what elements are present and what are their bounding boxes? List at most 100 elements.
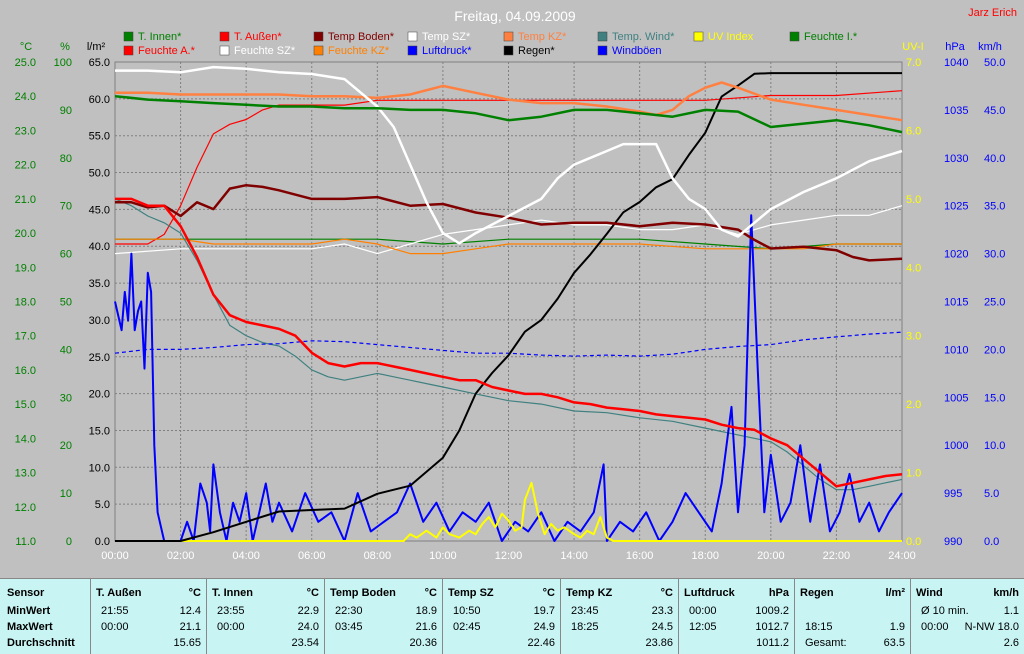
min-time: 23:55 [217,605,245,617]
rain-tick-label: 5.0 [95,499,110,511]
column-title: Luftdruck [684,587,735,599]
series-line-feuchte-kz [115,238,902,255]
legend-label: T. Innen* [138,31,182,43]
legend-label: Temp. Wind* [612,31,675,43]
temp-tick-label: 11.0 [15,536,36,548]
column-unit: °C [424,587,437,599]
wind-tick-label: 25.0 [984,297,1005,309]
uv-tick-label: 7.0 [906,57,921,69]
press-tick-label: 1040 [944,57,968,69]
temp-unit-label: °C [20,41,32,53]
legend-label: Feuchte I.* [804,31,858,43]
stats-column: Temp KZ °C 23:45 23.3 18:25 24.5 23.86 [560,579,678,654]
rain-tick-label: 25.0 [89,352,110,364]
wind-tick-label: 35.0 [984,201,1005,213]
legend-swatch [503,31,514,42]
time-tick-label: 14:00 [560,550,588,562]
uv-tick-label: 2.0 [906,399,921,411]
temp-tick-label: 13.0 [15,468,36,480]
press-tick-label: 1015 [944,297,968,309]
column-title: T. Innen [212,587,253,599]
temp-tick-label: 15.0 [15,399,36,411]
rain-unit-label: l/m² [87,41,106,53]
time-tick-label: 06:00 [298,550,326,562]
row-label-min: MinWert [7,605,51,617]
temp-tick-label: 14.0 [15,433,36,445]
time-tick-label: 16:00 [626,550,654,562]
max-time: 00:00 [217,621,245,633]
legend-label: Feuchte KZ* [328,45,390,57]
temp-tick-label: 23.0 [15,125,36,137]
min-time: 22:30 [335,605,363,617]
rain-tick-label: 20.0 [89,389,110,401]
series-line-t-au-en [115,197,903,488]
min-value: 22.9 [297,605,319,617]
max-time: 12:05 [689,621,717,633]
legend-swatch [219,45,230,56]
legend-swatch [219,31,230,42]
max-time: 18:15 [805,621,833,633]
avg-value: 1011.2 [756,637,789,649]
row-label-avg: Durchschnitt [7,637,75,649]
rain-tick-label: 45.0 [89,204,110,216]
hum-tick-label: 50 [60,297,72,309]
series-line-temp-kz [115,81,903,122]
rain-tick-label: 40.0 [89,241,110,253]
avg-value: 23.54 [291,637,319,649]
column-title: Temp Boden [330,587,396,599]
series-line-regen [115,72,902,542]
rain-tick-label: 50.0 [89,168,110,180]
column-title: Temp KZ [566,587,613,599]
hum-tick-label: 20 [60,440,72,452]
hum-tick-label: 60 [60,249,72,261]
uv-tick-label: 5.0 [906,194,921,206]
max-value: 21.1 [179,621,201,633]
row-label-column: Sensor MinWert MaxWert Durchschnitt [0,579,90,654]
min-time: 10:50 [453,605,481,617]
max-value: 24.0 [297,621,319,633]
wind-tick-label: 50.0 [984,57,1005,69]
time-tick-label: 00:00 [101,550,129,562]
plot-frame [114,61,903,542]
stats-column: Regen l/m² 18:15 1.9 63.5 Gesamt: [794,579,910,654]
stats-column: Temp SZ °C 10:50 19.7 02:45 24.9 22.46 [442,579,560,654]
stats-column: Temp Boden °C 22:30 18.9 03:45 21.6 20.36 [324,579,442,654]
series-lines [114,65,903,542]
column-title: Wind [916,587,943,599]
time-tick-label: 12:00 [495,550,523,562]
press-tick-label: 995 [944,488,962,500]
weather-chart: Freitag, 04.09.2009 Jarz Erich °C % l/m²… [15,7,1017,562]
column-title: T. Außen [96,587,142,599]
rain-tick-label: 55.0 [89,131,110,143]
avg-value: 2.6 [1003,637,1019,649]
max-value: 1.9 [889,621,905,633]
column-title: Regen [800,587,834,599]
hum-tick-label: 90 [60,105,72,117]
rain-tick-label: 35.0 [89,278,110,290]
press-tick-label: 1035 [944,105,968,117]
hum-tick-label: 0 [66,536,72,548]
legend-swatch [123,45,134,56]
series-line-temp-sz [115,65,903,245]
press-tick-label: 1010 [944,344,968,356]
rain-tick-label: 60.0 [89,94,110,106]
avg-label: Gesamt: [805,637,847,649]
avg-value: 15.65 [173,637,201,649]
column-unit: °C [306,587,319,599]
plot-grid [114,61,903,542]
legend-swatch [597,31,608,42]
max-time: 00:00 [921,621,949,633]
legend-label: Temp Boden* [328,31,395,43]
avg-value: 23.86 [645,637,673,649]
wind-tick-label: 20.0 [984,344,1005,356]
max-time: 02:45 [453,621,481,633]
press-tick-label: 1000 [944,440,968,452]
wind-tick-label: 0.0 [984,536,999,548]
min-value: 1.1 [1003,605,1019,617]
max-value: 21.6 [415,621,437,633]
legend-label: Feuchte SZ* [234,45,296,57]
temp-tick-label: 25.0 [15,57,36,69]
stats-column: T. Innen °C 23:55 22.9 00:00 24.0 23.54 [206,579,324,654]
legend-label: Luftdruck* [422,45,472,57]
legend-swatch [597,45,608,56]
